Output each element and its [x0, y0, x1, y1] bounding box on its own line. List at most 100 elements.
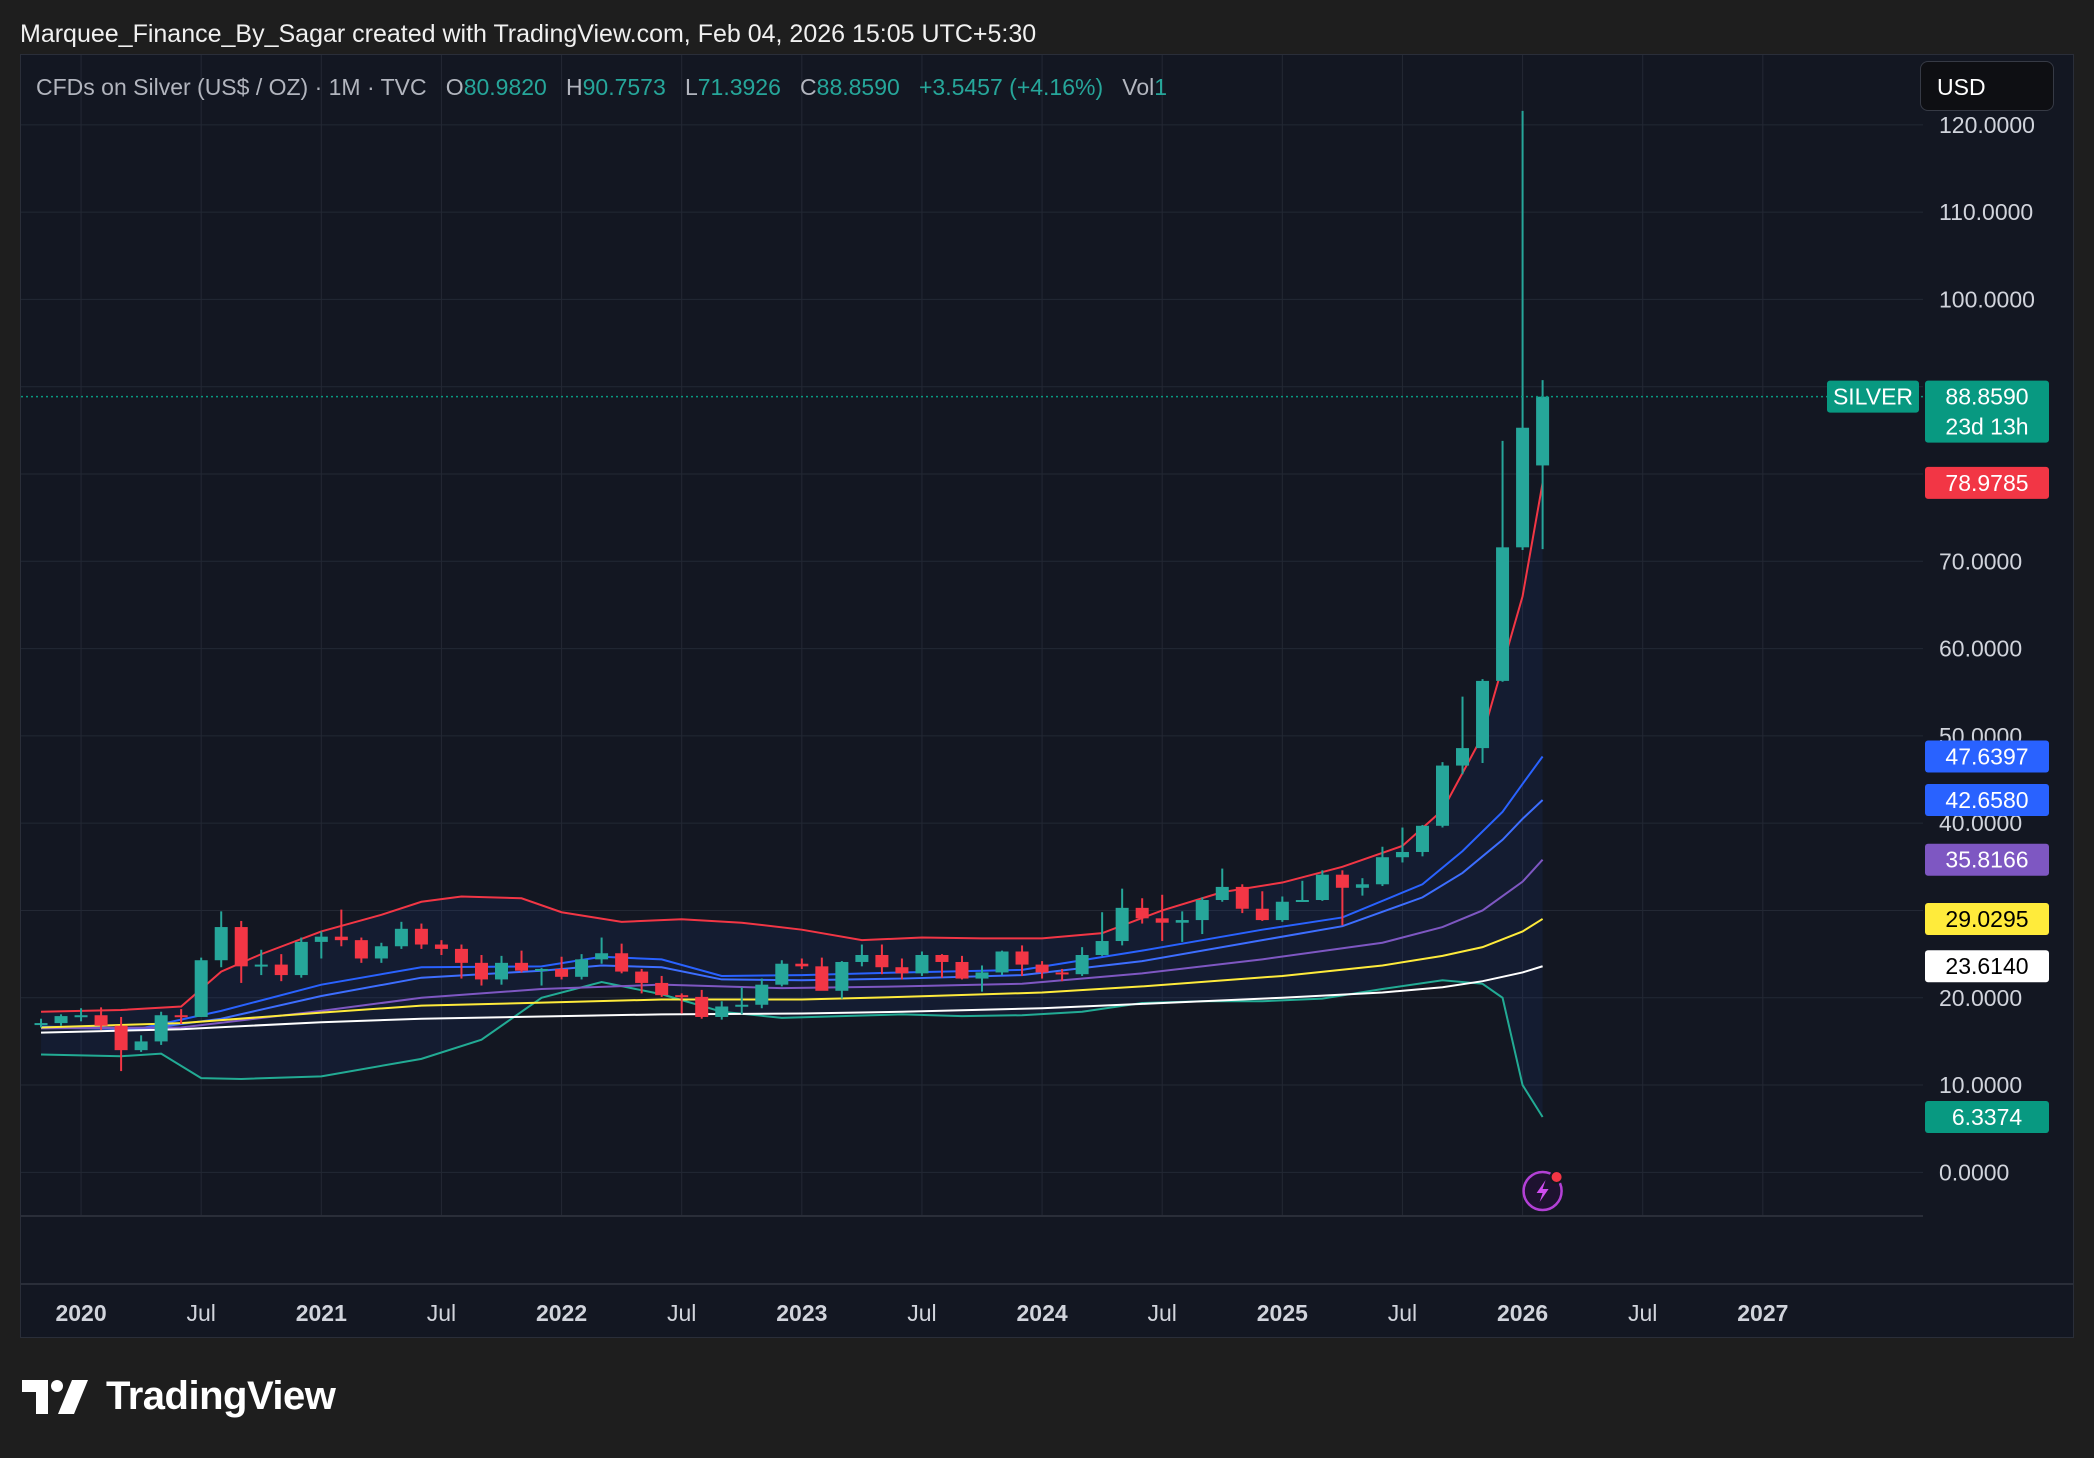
candle-body [1295, 899, 1309, 902]
legend-high-label: H [566, 74, 583, 100]
candle-body [715, 1006, 729, 1017]
candle-body [314, 936, 328, 942]
candle-body [1135, 907, 1149, 919]
candle-body [174, 1015, 188, 1018]
candle [154, 1011, 168, 1045]
price-tag: 78.9785 [1945, 470, 2028, 496]
candle-body [755, 984, 769, 1005]
price-tag: 23.6140 [1945, 953, 2028, 979]
candle-body [134, 1041, 148, 1051]
candle [54, 1014, 68, 1026]
y-tick-label: 70.0000 [1939, 548, 2022, 574]
candle-body [474, 962, 488, 980]
legend-close-label: C [800, 74, 817, 100]
candle [855, 944, 869, 967]
candle-body [1155, 918, 1169, 923]
candles [34, 110, 1550, 1072]
candle [655, 975, 669, 997]
x-tick-label: 2024 [1016, 1300, 1067, 1326]
candle [535, 968, 549, 986]
candle [615, 943, 629, 974]
legend-low-label: L [684, 74, 698, 100]
candle [915, 951, 929, 976]
candle [434, 940, 448, 955]
tradingview-logo: TradingView [22, 1374, 336, 1419]
candle-body [1536, 396, 1550, 466]
candle [414, 923, 428, 949]
candle [1115, 888, 1129, 946]
candle-body [1415, 825, 1429, 852]
x-tick-label: Jul [667, 1300, 696, 1326]
candle [354, 937, 368, 963]
candle [1055, 968, 1069, 982]
candlestick-chart[interactable]: 0.000010.000020.000040.000050.000060.000… [21, 55, 2074, 1338]
candle-body [434, 944, 448, 949]
legend-high: 90.7573 [582, 74, 666, 100]
chart-panel[interactable]: 0.0000 10.0000 20.0000 40.0000 50.0000 60.000… [20, 54, 2074, 1338]
candle-body [595, 953, 609, 960]
candle [34, 1018, 48, 1028]
legend-open-label: O [445, 74, 464, 100]
candle [1335, 870, 1349, 926]
candle [1215, 868, 1229, 902]
price-tag-bg [1925, 1101, 2049, 1134]
candle-body [875, 954, 889, 968]
candle [975, 965, 989, 992]
candle [74, 1008, 88, 1022]
price-tag-bg [1925, 950, 2049, 983]
candle-body [94, 1015, 108, 1026]
bollinger-band-fill [41, 482, 1543, 1118]
candle-body [1496, 547, 1510, 681]
candle [1435, 762, 1449, 828]
candle [875, 944, 889, 975]
current-price-tag: 88.8590 [1945, 384, 2028, 410]
line-ema-e [40, 965, 1543, 1034]
candle-body [1435, 765, 1449, 826]
events-icon[interactable] [1522, 1170, 1564, 1212]
candle-body [815, 966, 829, 991]
candle [1496, 440, 1510, 682]
candle [815, 957, 829, 991]
candle-body [1315, 874, 1329, 900]
candle [1295, 880, 1309, 902]
candle-body [995, 951, 1009, 973]
candle [394, 921, 408, 949]
x-tick-label: Jul [1147, 1300, 1176, 1326]
candle [1015, 945, 1029, 976]
price-tag: 29.0295 [1945, 906, 2028, 932]
candle [1536, 380, 1550, 550]
price-tag: 35.8166 [1945, 847, 2028, 873]
candle-body [1375, 857, 1389, 885]
candle-body [955, 961, 969, 979]
currency-button[interactable]: USD [1920, 61, 2054, 111]
candle [254, 949, 268, 976]
y-tick-label: 100.0000 [1939, 286, 2035, 312]
price-tag-bg [1925, 466, 2049, 499]
legend-low: 71.3926 [697, 74, 781, 100]
legend-vol: 1 [1154, 74, 1168, 100]
candle-body [234, 927, 248, 967]
candle-body [394, 928, 408, 947]
tradingview-mark-icon [22, 1379, 88, 1414]
symbol-legend: CFDs on Silver (US$ / OZ) · 1M · TVC O80… [36, 74, 1167, 101]
candle-body [495, 962, 509, 980]
y-tick-label: 0.0000 [1939, 1159, 2009, 1185]
price-tag: 47.6397 [1945, 743, 2028, 769]
candle-body [515, 962, 529, 971]
candle-body [1095, 941, 1109, 955]
candle-body [735, 1004, 749, 1007]
candle-body [154, 1015, 168, 1042]
candle-body [775, 963, 789, 985]
candle [995, 950, 1009, 976]
candle [555, 956, 569, 980]
candle [1155, 894, 1169, 942]
candle [1075, 947, 1089, 976]
candle [274, 954, 288, 982]
candle [1135, 898, 1149, 924]
current-price-tag-bg [1925, 380, 2049, 443]
candle [1516, 110, 1530, 550]
price-tag-bg [1925, 843, 2049, 876]
candle [1095, 912, 1109, 956]
candle-body [1015, 951, 1029, 965]
candle [1235, 884, 1249, 914]
